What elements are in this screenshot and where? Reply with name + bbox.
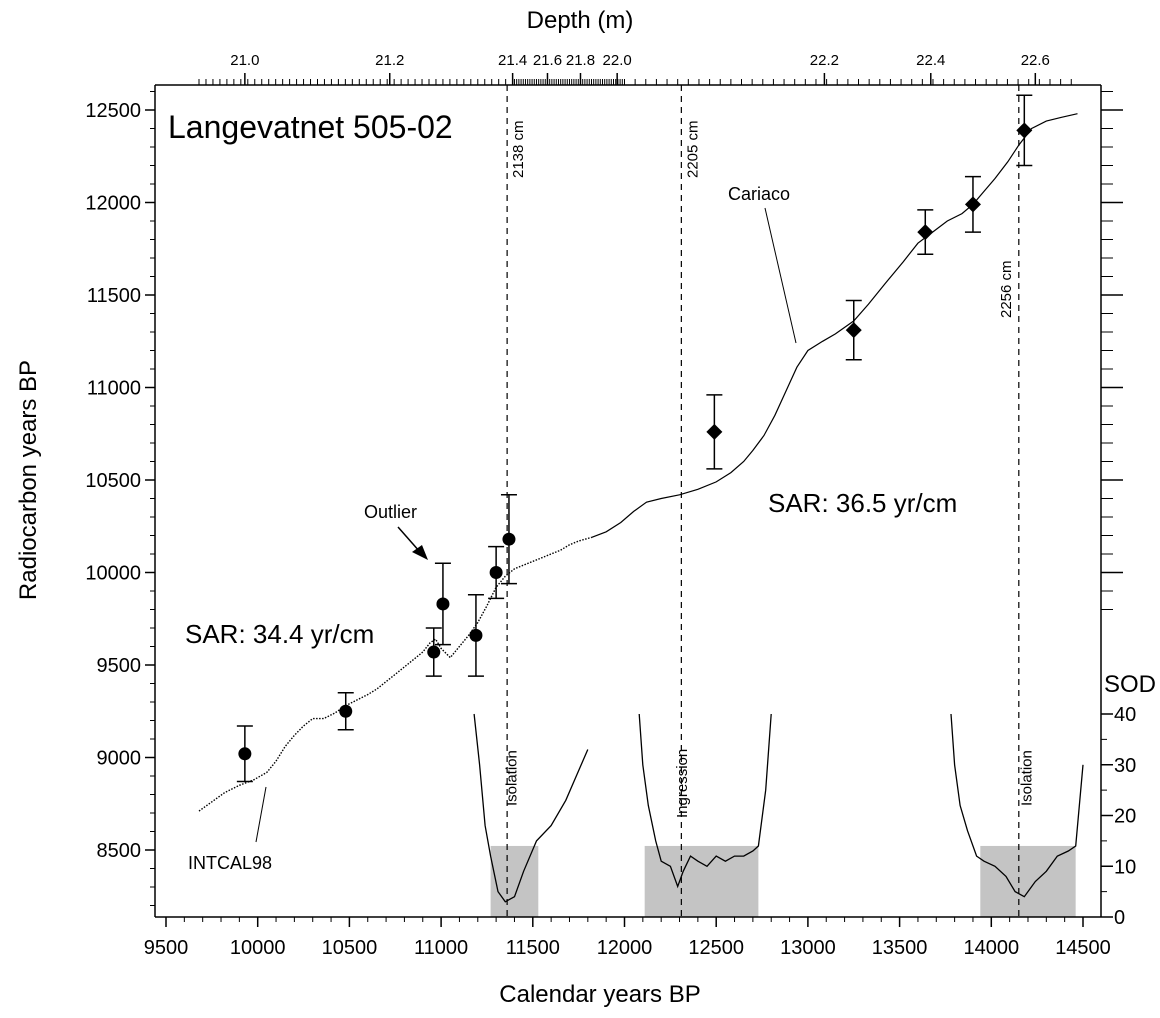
depth-tick-label: 22.6 [1021,52,1050,69]
x-tick-label: 12500 [688,937,744,959]
x-tick-label: 10000 [230,937,286,959]
plot-frame [154,84,1102,918]
sod-curve-label: Ingression [674,749,691,818]
data-point-circle [238,747,252,761]
sar-label-left: SAR: 34.4 yr/cm [185,619,374,649]
x-tick-label: 9500 [144,937,189,959]
top-axis-title: Depth (m) [527,7,634,34]
depth-tick-label: 22.2 [810,52,839,69]
annotations: SAR: 34.4 yr/cm SAR: 36.5 yr/cm Outlier … [185,184,957,873]
marker-label: 2256 cm [998,260,1015,318]
data-point-circle [502,532,516,546]
sod-curve-label: Isolation [503,750,520,806]
depth-tick-label: 22.0 [603,52,632,69]
data-point-circle [427,645,441,659]
y-tick-label: 9000 [97,748,142,770]
x-tick-label: 13000 [780,937,836,959]
sod-axis-title: SOD [1104,671,1156,698]
x-tick-label: 12000 [597,937,653,959]
depth-tick-label: 21.8 [566,52,595,69]
y-tick-label: 11500 [87,285,141,307]
depth-tick-label: 22.4 [916,52,945,69]
data-point-circle [436,597,450,611]
chart-title: Langevatnet 505-02 [168,109,453,145]
outlier-arrow-line [397,526,421,553]
cariaco-curve [591,113,1078,538]
data-points [236,94,1033,783]
sod-curve-label: Isolation [1019,750,1036,806]
shaded-regions [490,845,1076,917]
shaded-region-1 [644,845,759,917]
data-point-circle [469,628,483,642]
y-tick-label: 10000 [85,563,141,585]
depth-tick-label: 21.2 [375,52,404,69]
intcal98-leader [255,786,267,843]
y-tick-label: 10500 [85,470,141,492]
y-tick-label: 8500 [97,840,142,862]
calibration-curves [198,113,1078,812]
sod-tick-label: 20 [1114,806,1136,828]
cariaco-label: Cariaco [728,184,790,204]
x-tick-label: 14000 [963,937,1019,959]
intcal98-label: INTCAL98 [188,853,272,873]
data-point-diamond [1016,122,1033,139]
sod-curves [473,713,1084,903]
axis-ticks: 9500 10000 10500 11000 11500 12000 12500 13000 1… [85,52,1136,959]
sod-tick-label: 30 [1114,755,1136,777]
cariaco-leader [764,207,797,344]
y-axis-title: Radiocarbon years BP [15,360,42,600]
data-point-diamond [706,423,723,440]
x-tick-label: 10500 [322,937,378,959]
outlier-label: Outlier [364,502,417,522]
x-tick-label: 11000 [414,937,468,959]
shaded-region-0 [490,845,539,917]
marker-label: 2138 cm [510,120,527,178]
data-point-diamond [964,196,981,213]
depth-tick-label: 21.6 [533,52,562,69]
sod-curve-0 [473,713,589,903]
data-point-circle [489,566,503,579]
x-tick-label: 13500 [872,937,928,959]
depth-tick-label: 21.4 [498,52,527,69]
y-tick-label: 11000 [87,378,141,400]
y-tick-label: 12500 [85,100,141,122]
y-tick-label: 9500 [97,655,142,677]
intcal98-curve [198,536,592,812]
data-point-circle [339,704,353,718]
shaded-region-2 [980,845,1076,917]
vertical-markers: 2138 cm 2205 cm 2256 cm Isolation Ingression… [503,85,1036,917]
depth-tick-label: 21.0 [230,52,259,69]
sod-tick-label: 0 [1114,907,1125,929]
x-axis-title: Calendar years BP [499,981,700,1008]
x-tick-label: 11500 [506,937,560,959]
outlier-arrowhead [412,545,428,560]
sod-tick-label: 40 [1114,704,1136,726]
marker-label: 2205 cm [684,120,701,178]
sod-tick-label: 10 [1114,856,1136,878]
data-point-diamond [845,322,862,339]
y-tick-label: 12000 [85,193,141,215]
sod-curve-1 [638,713,772,889]
sod-curve-2 [950,713,1084,898]
x-tick-label: 14500 [1055,937,1111,959]
sar-label-right: SAR: 36.5 yr/cm [768,488,957,518]
data-point-diamond [917,224,934,241]
